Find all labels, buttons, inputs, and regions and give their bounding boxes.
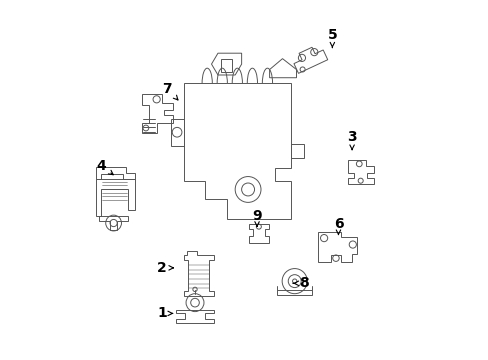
Text: 5: 5 — [327, 28, 337, 48]
Text: 7: 7 — [162, 82, 178, 100]
Text: 4: 4 — [96, 159, 113, 175]
Text: 8: 8 — [293, 276, 308, 290]
Text: 6: 6 — [333, 217, 343, 235]
Text: 1: 1 — [157, 306, 172, 320]
Text: 2: 2 — [157, 261, 173, 275]
Text: 3: 3 — [346, 130, 356, 150]
Text: 9: 9 — [252, 209, 262, 226]
